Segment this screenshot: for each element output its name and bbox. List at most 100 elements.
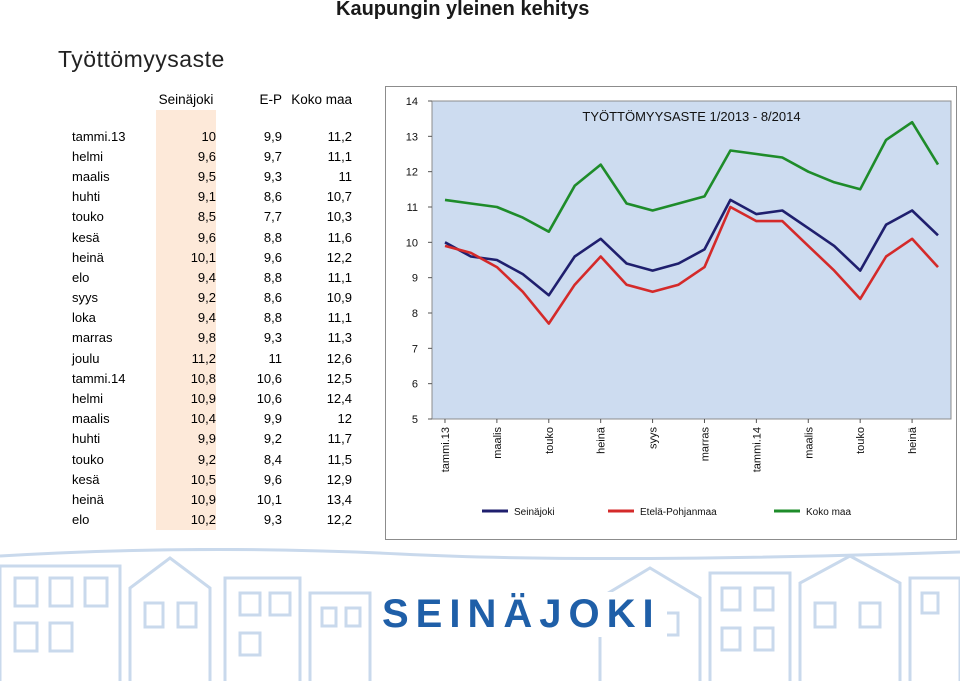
- table-row: syys 9,2 8,6 10,9: [72, 287, 352, 308]
- ep-cell: 9,9: [263, 411, 282, 427]
- ep-cell: 9,3: [263, 168, 282, 184]
- main-title: Kaupungin yleinen kehitys: [336, 0, 590, 20]
- table-row: helmi 10,9 10,6 12,4: [72, 388, 352, 409]
- table-row: maalis 10,4 9,9 12: [72, 408, 352, 429]
- x-tick-label: tammi.14: [751, 427, 763, 472]
- seinajoki-cell: 9,9: [156, 428, 216, 449]
- ep-cell: 8,4: [263, 451, 282, 467]
- ep-cell: 10,1: [256, 491, 282, 507]
- table-row: touko 8,5 7,7 10,3: [72, 206, 352, 227]
- ep-cell: 8,8: [263, 269, 282, 285]
- x-tick-label: heinä: [596, 426, 608, 454]
- seinajoki-cell: 9,5: [156, 166, 216, 187]
- x-tick-label: maalis: [492, 427, 504, 459]
- table-header-row: Seinäjoki E-P Koko maa: [72, 88, 352, 110]
- koko-maa-cell: 12,2: [326, 249, 352, 265]
- koko-maa-cell: 12,9: [326, 471, 352, 487]
- y-tick-label: 12: [406, 167, 418, 179]
- koko-maa-cell: 10,7: [326, 189, 352, 205]
- koko-maa-cell: 11,5: [327, 451, 352, 467]
- table-row: huhti 9,1 8,6 10,7: [72, 186, 352, 207]
- ep-cell: 8,6: [263, 290, 282, 306]
- seinajoki-logo: SEINÄJOKI: [376, 592, 667, 637]
- legend-label: Seinäjoki: [514, 507, 555, 518]
- seinajoki-cell: 9,4: [156, 267, 216, 288]
- ep-cell: 8,8: [263, 229, 282, 245]
- seinajoki-cell: 10,2: [156, 509, 216, 530]
- table-row: elo 9,4 8,8 11,1: [72, 267, 352, 288]
- table-body: tammi.13 10 9,9 11,2 helmi 9,6 9,7 11,1 maalis 9,…: [72, 126, 352, 530]
- month-cell: maalis: [72, 411, 110, 427]
- seinajoki-cell: 10,8: [156, 368, 216, 389]
- seinajoki-cell: 11,2: [156, 348, 216, 369]
- line-chart: TYÖTTÖMYYSASTE 1/2013 - 8/2014 5 6 7 8 9 10 11 1…: [406, 96, 952, 518]
- y-tick-label: 14: [406, 96, 418, 108]
- legend-label: Koko maa: [806, 507, 851, 518]
- header-ep: E-P: [259, 91, 282, 107]
- seinajoki-cell: 9,1: [156, 186, 216, 207]
- seinajoki-cell: 10,9: [156, 489, 216, 510]
- legend-label: Etelä-Pohjanmaa: [640, 507, 717, 518]
- koko-maa-cell: 12,5: [326, 370, 352, 386]
- month-cell: huhti: [72, 431, 101, 447]
- month-cell: heinä: [72, 249, 104, 265]
- x-tick-label: touko: [855, 427, 867, 454]
- y-tick-label: 9: [412, 273, 418, 285]
- seinajoki-cell: 8,5: [156, 206, 216, 227]
- seinajoki-cell: 9,6: [156, 146, 216, 167]
- ep-cell: 9,6: [263, 249, 282, 265]
- x-tick-label: syys: [648, 427, 660, 450]
- table-row: huhti 9,9 9,2 11,7: [72, 428, 352, 449]
- x-tick-label: maalis: [803, 427, 815, 459]
- series-line-0: [444, 198, 939, 297]
- month-cell: tammi.14: [72, 370, 126, 386]
- month-cell: touko: [72, 451, 104, 467]
- koko-maa-cell: 11,1: [327, 148, 352, 164]
- month-cell: syys: [72, 290, 98, 306]
- table-row: heinä 10,1 9,6 12,2: [72, 247, 352, 268]
- month-cell: huhti: [72, 189, 101, 205]
- table-row: marras 9,8 9,3 11,3: [72, 327, 352, 349]
- table-row: kesä 9,6 8,8 11,6: [72, 226, 352, 248]
- month-cell: tammi.13: [72, 128, 126, 144]
- ep-cell: 9,3: [263, 512, 282, 528]
- y-tick-label: 5: [412, 414, 418, 426]
- y-tick-label: 6: [412, 379, 418, 391]
- seinajoki-cell: 10,1: [156, 247, 216, 268]
- y-tick-label: 10: [406, 237, 418, 249]
- month-cell: loka: [72, 310, 96, 326]
- city-skyline-sketch: [0, 547, 960, 686]
- table-row: helmi 9,6 9,7 11,1: [72, 146, 352, 167]
- month-cell: maalis: [72, 168, 110, 184]
- seinajoki-cell: 10: [156, 126, 216, 147]
- table-row: heinä 10,9 10,1 13,4: [72, 489, 352, 510]
- seinajoki-cell: 9,6: [156, 226, 216, 248]
- koko-maa-cell: 13,4: [326, 491, 352, 507]
- koko-maa-cell: 11,2: [327, 128, 352, 144]
- month-cell: elo: [72, 512, 90, 528]
- koko-maa-cell: 10,9: [326, 290, 352, 306]
- seinajoki-cell: 10,4: [156, 408, 216, 429]
- seinajoki-cell: 9,4: [156, 307, 216, 328]
- koko-maa-cell: 11,1: [327, 269, 352, 285]
- ep-cell: 10,6: [256, 391, 282, 407]
- table-row: touko 9,2 8,4 11,5: [72, 449, 352, 470]
- header-month-empty: [72, 88, 156, 110]
- ep-cell: 8,8: [263, 310, 282, 326]
- koko-maa-cell: 12,4: [326, 391, 352, 407]
- series-line-1: [444, 205, 939, 325]
- ep-cell: 10,6: [256, 370, 282, 386]
- seinajoki-cell: 10,9: [156, 388, 216, 409]
- ep-cell: 9,6: [263, 471, 282, 487]
- y-tick-label: 11: [407, 202, 418, 214]
- table-row: tammi.14 10,8 10,6 12,5: [72, 368, 352, 389]
- koko-maa-cell: 12,2: [326, 512, 352, 528]
- ep-cell: 9,7: [263, 148, 282, 164]
- y-tick-label: 8: [412, 308, 418, 320]
- plot-area: [431, 100, 952, 420]
- x-tick-label: tammi.13: [440, 427, 452, 472]
- ep-cell: 11: [268, 350, 283, 366]
- month-cell: heinä: [72, 491, 104, 507]
- table-row: elo 10,2 9,3 12,2: [72, 509, 352, 530]
- x-tick-label: marras: [699, 427, 711, 462]
